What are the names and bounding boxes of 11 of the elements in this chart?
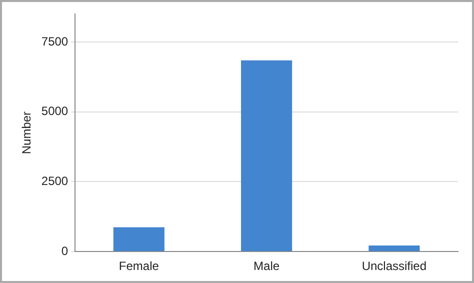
y-tick-label: 0: [61, 244, 68, 258]
x-tick-label: Female: [118, 259, 160, 274]
x-tick-label: Male: [254, 259, 280, 274]
y-tick-label: 5000: [41, 104, 68, 118]
bar: [368, 245, 420, 252]
bar: [113, 227, 164, 252]
bar: [241, 60, 292, 252]
y-axis-title: Number: [20, 111, 34, 154]
x-tick-label: Unclassified: [362, 259, 427, 274]
y-tick-label: 7500: [41, 34, 68, 48]
y-tick-label: 2500: [41, 174, 68, 188]
